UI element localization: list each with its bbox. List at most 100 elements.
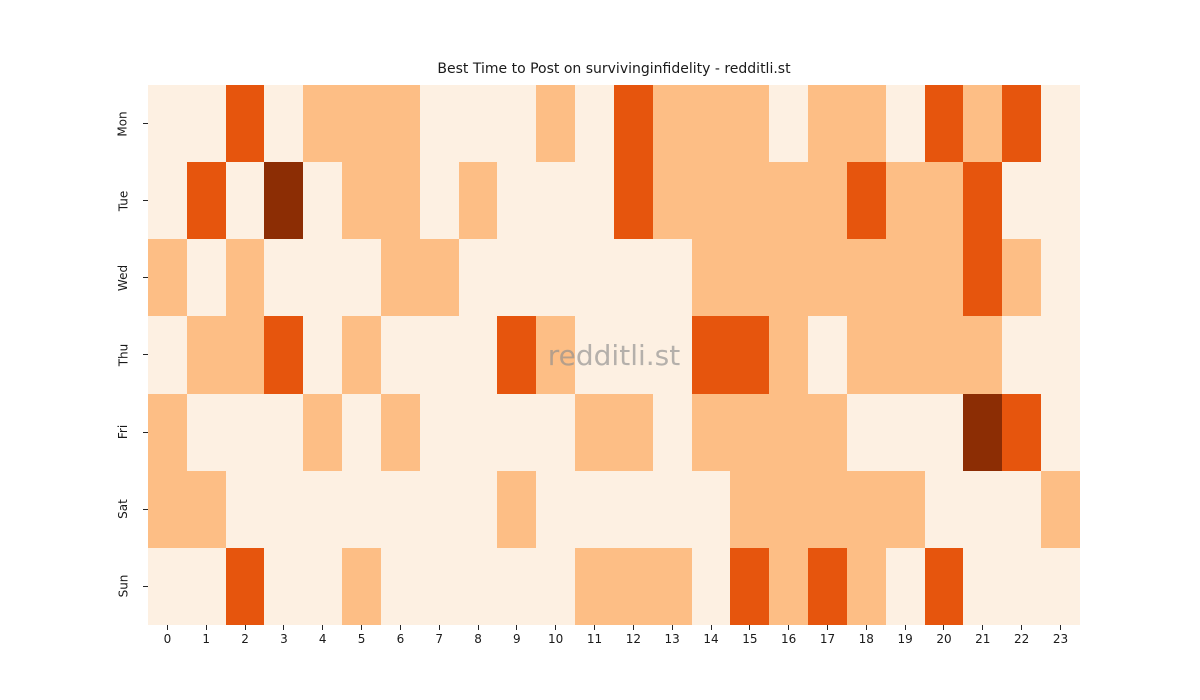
heatmap-cell	[342, 85, 381, 163]
x-axis-ticks	[148, 625, 1080, 630]
heatmap-cell	[264, 393, 304, 471]
heatmap-cell	[652, 316, 692, 394]
heatmap-cell	[652, 239, 692, 317]
heatmap-cell	[225, 316, 265, 394]
heatmap-cell	[264, 85, 304, 163]
heatmap-cell	[691, 85, 731, 163]
heatmap-cell	[380, 239, 420, 317]
heatmap-cell	[769, 316, 809, 394]
heatmap-cell	[885, 393, 925, 471]
heatmap-cell	[1041, 162, 1080, 240]
heatmap-cell	[924, 547, 964, 625]
x-tick-mark	[925, 625, 964, 630]
heatmap-cell	[885, 547, 925, 625]
x-tick-mark	[653, 625, 692, 630]
chart-title: Best Time to Post on survivinginfidelity…	[437, 61, 791, 77]
x-tick-label: 4	[318, 632, 327, 646]
heatmap-cell	[963, 316, 1003, 394]
x-tick-label: 16	[781, 632, 797, 646]
heatmap-cell	[730, 470, 770, 548]
heatmap-cell	[342, 316, 381, 394]
x-tick-label: 0	[163, 632, 172, 646]
heatmap-cell	[380, 470, 420, 548]
heatmap-cell	[342, 162, 381, 240]
heatmap-cell	[730, 393, 770, 471]
heatmap-cell	[769, 547, 809, 625]
heatmap-cell	[458, 547, 498, 625]
heatmap-cell	[536, 162, 576, 240]
heatmap-cell	[380, 393, 420, 471]
heatmap-cell	[380, 316, 420, 394]
heatmap-cell	[846, 239, 886, 317]
heatmap-cell	[225, 162, 265, 240]
heatmap-cell	[808, 239, 847, 317]
heatmap-cell	[303, 85, 343, 163]
heatmap-cell	[963, 85, 1003, 163]
x-tick-label: 2	[241, 632, 249, 646]
heatmap-cell	[264, 316, 304, 394]
heatmap-cell	[1002, 547, 1042, 625]
heatmap-cell	[924, 316, 964, 394]
x-tick-label: 17	[819, 632, 836, 646]
heatmap-cell	[808, 393, 847, 471]
x-tick-mark	[264, 625, 303, 630]
heatmap-cell	[963, 162, 1003, 240]
x-tick-mark	[692, 625, 731, 630]
x-tick-label: 18	[858, 632, 874, 646]
heatmap-cell	[419, 85, 459, 163]
heatmap-cell	[342, 470, 381, 548]
heatmap-cell	[458, 85, 498, 163]
heatmap-cell	[186, 85, 226, 163]
heatmap-cell	[769, 393, 809, 471]
heatmap-cell	[148, 85, 187, 163]
heatmap-cell	[1002, 162, 1042, 240]
x-tick-mark	[808, 625, 847, 630]
x-tick-mark	[730, 625, 769, 630]
heatmap-cell	[1002, 85, 1042, 163]
x-tick-mark	[148, 625, 187, 630]
heatmap-cell	[575, 547, 614, 625]
heatmap-cell	[846, 162, 886, 240]
heatmap-grid	[148, 85, 1080, 625]
heatmap-cell	[575, 239, 614, 317]
heatmap-cell	[652, 470, 692, 548]
heatmap-cell	[613, 470, 653, 548]
x-tick-label: 5	[357, 632, 366, 646]
heatmap-cell	[691, 470, 731, 548]
heatmap-cell	[303, 162, 343, 240]
heatmap-cell	[963, 393, 1003, 471]
heatmap-cell	[924, 162, 964, 240]
heatmap-cell	[148, 547, 187, 625]
heatmap-cell	[846, 547, 886, 625]
y-tick-label: Tue	[116, 190, 130, 211]
heatmap-cell	[1002, 470, 1042, 548]
heatmap-cell	[458, 470, 498, 548]
heatmap-cell	[225, 393, 265, 471]
x-tick-label: 19	[897, 632, 913, 646]
heatmap-cell	[458, 162, 498, 240]
heatmap-cell	[186, 470, 226, 548]
heatmap-cell	[148, 470, 187, 548]
heatmap-cell	[963, 547, 1003, 625]
heatmap-cell	[264, 470, 304, 548]
heatmap-cell	[846, 393, 886, 471]
heatmap-cell	[730, 239, 770, 317]
x-tick-label: 21	[975, 632, 991, 646]
heatmap-cell	[963, 470, 1003, 548]
heatmap-cell	[808, 85, 847, 163]
heatmap-cell	[186, 316, 226, 394]
x-tick-label: 6	[396, 632, 405, 646]
heatmap-cell	[186, 393, 226, 471]
heatmap-cell	[225, 470, 265, 548]
x-tick-label: 23	[1052, 632, 1069, 646]
heatmap-cell	[342, 239, 381, 317]
y-tick-mark	[143, 471, 148, 548]
x-tick-mark	[342, 625, 381, 630]
x-tick-label: 14	[703, 632, 719, 646]
x-tick-mark	[381, 625, 420, 630]
heatmap-cell	[536, 470, 576, 548]
y-tick-mark	[143, 162, 148, 239]
heatmap-cell	[885, 162, 925, 240]
heatmap-cell	[186, 547, 226, 625]
